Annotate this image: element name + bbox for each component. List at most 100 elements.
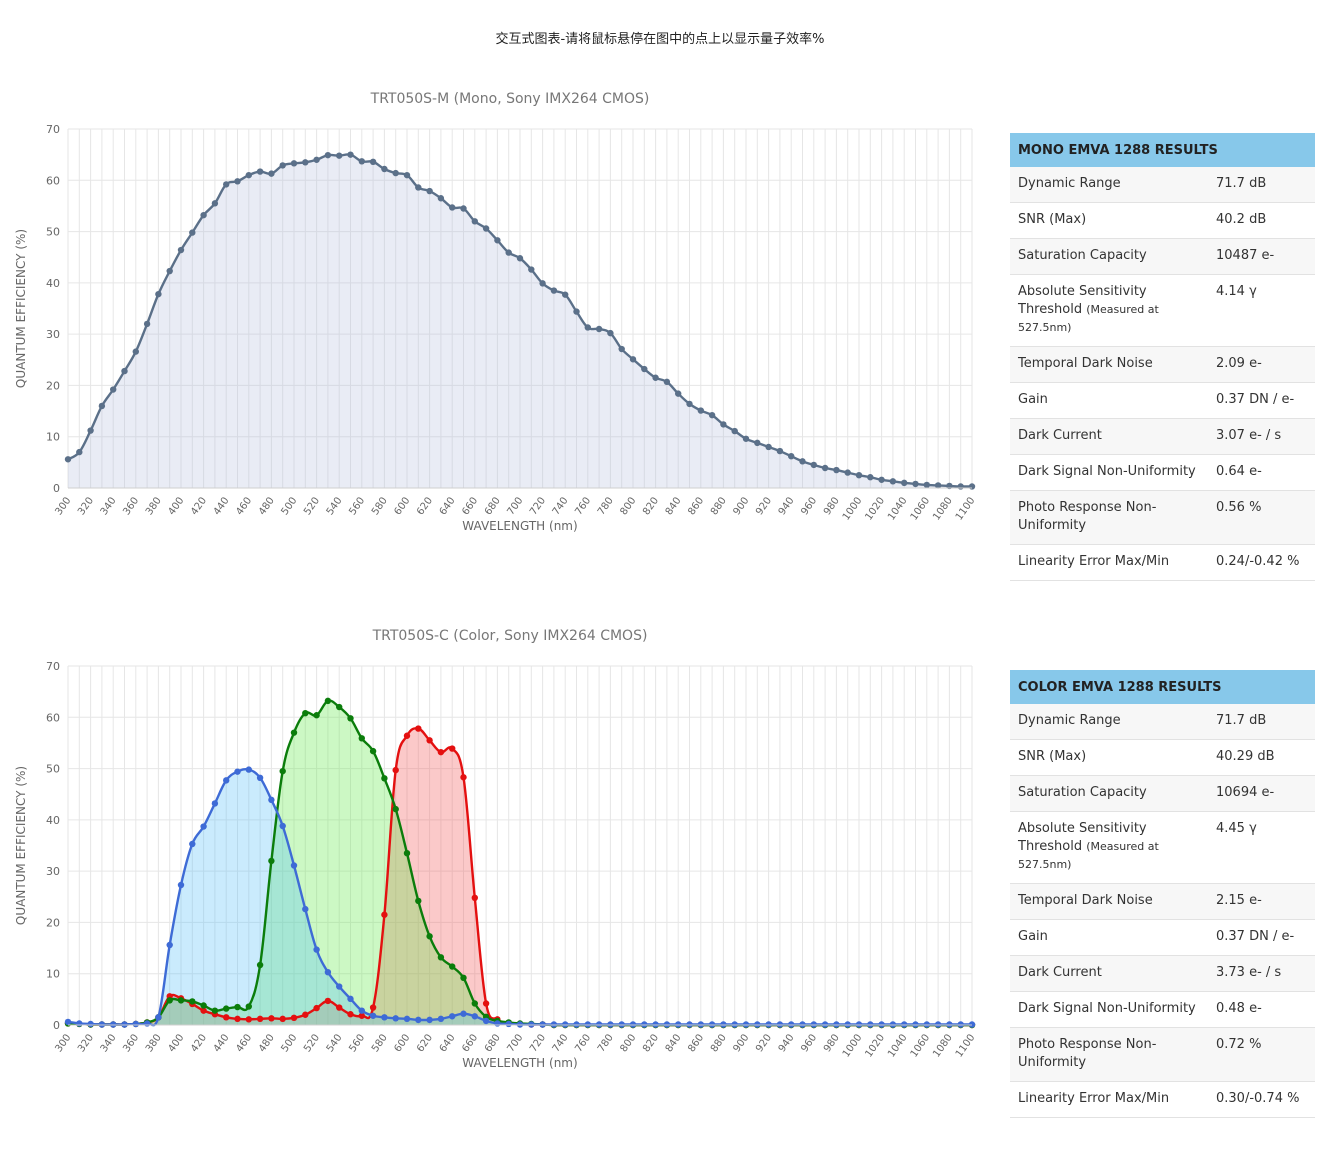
- mono-data-point[interactable]: [652, 374, 659, 381]
- mono-data-point[interactable]: [143, 320, 151, 328]
- mono-data-point[interactable]: [878, 476, 885, 483]
- mono-data-point[interactable]: [573, 308, 580, 315]
- mono-data-point[interactable]: [934, 482, 942, 489]
- color-data-point[interactable]: [189, 998, 196, 1005]
- color-data-point[interactable]: [765, 1021, 772, 1028]
- color-data-point[interactable]: [189, 840, 196, 848]
- color-data-point[interactable]: [256, 1015, 264, 1023]
- mono-data-point[interactable]: [810, 461, 817, 469]
- color-data-point[interactable]: [912, 1021, 919, 1028]
- mono-data-point[interactable]: [132, 348, 139, 355]
- mono-data-point[interactable]: [268, 170, 275, 177]
- color-data-point[interactable]: [234, 1015, 241, 1023]
- color-data-point[interactable]: [347, 1011, 354, 1018]
- mono-data-point[interactable]: [347, 151, 354, 158]
- color-data-point[interactable]: [460, 774, 467, 781]
- color-data-point[interactable]: [403, 849, 411, 857]
- color-data-point[interactable]: [516, 1021, 524, 1028]
- color-data-point[interactable]: [256, 961, 264, 969]
- mono-data-point[interactable]: [245, 171, 252, 179]
- color-data-point[interactable]: [98, 1021, 106, 1028]
- mono-data-point[interactable]: [290, 160, 298, 167]
- mono-data-point[interactable]: [155, 290, 162, 298]
- mono-qe-chart[interactable]: TRT050S-M (Mono, Sony IMX264 CMOS)010203…: [0, 75, 1000, 615]
- color-data-point[interactable]: [697, 1021, 704, 1028]
- color-data-point[interactable]: [313, 946, 320, 953]
- mono-data-point[interactable]: [607, 329, 614, 337]
- mono-data-point[interactable]: [957, 483, 964, 490]
- color-data-point[interactable]: [833, 1021, 840, 1028]
- mono-data-point[interactable]: [223, 181, 230, 188]
- color-data-point[interactable]: [64, 1018, 72, 1026]
- color-data-point[interactable]: [505, 1020, 512, 1028]
- color-data-point[interactable]: [177, 997, 185, 1004]
- mono-data-point[interactable]: [381, 165, 388, 173]
- color-data-point[interactable]: [177, 881, 185, 889]
- mono-data-point[interactable]: [358, 158, 365, 165]
- mono-data-point[interactable]: [516, 255, 524, 262]
- color-data-point[interactable]: [290, 862, 298, 869]
- mono-data-point[interactable]: [415, 184, 422, 191]
- mono-data-point[interactable]: [663, 378, 671, 386]
- color-data-point[interactable]: [821, 1021, 829, 1028]
- mono-data-point[interactable]: [708, 411, 716, 419]
- color-data-point[interactable]: [426, 933, 433, 940]
- color-data-point[interactable]: [302, 709, 309, 717]
- color-data-point[interactable]: [788, 1021, 795, 1028]
- mono-data-point[interactable]: [177, 246, 185, 254]
- color-data-point[interactable]: [799, 1021, 806, 1028]
- mono-data-point[interactable]: [460, 205, 467, 212]
- mono-data-point[interactable]: [799, 458, 806, 465]
- mono-data-point[interactable]: [324, 151, 332, 159]
- color-data-point[interactable]: [562, 1021, 569, 1028]
- mono-data-point[interactable]: [200, 211, 207, 219]
- mono-data-point[interactable]: [392, 169, 399, 177]
- color-data-point[interactable]: [166, 997, 173, 1004]
- color-data-point[interactable]: [573, 1021, 580, 1028]
- color-data-point[interactable]: [358, 1012, 365, 1019]
- mono-data-point[interactable]: [641, 365, 648, 373]
- color-data-point[interactable]: [460, 1010, 467, 1017]
- mono-data-point[interactable]: [833, 466, 840, 474]
- color-data-point[interactable]: [471, 1000, 478, 1007]
- mono-data-point[interactable]: [211, 200, 219, 207]
- color-data-point[interactable]: [223, 777, 230, 784]
- mono-data-point[interactable]: [776, 447, 784, 455]
- color-data-point[interactable]: [482, 1000, 490, 1007]
- mono-data-point[interactable]: [844, 469, 851, 476]
- mono-data-point[interactable]: [731, 427, 738, 435]
- color-data-point[interactable]: [358, 1007, 365, 1014]
- color-data-point[interactable]: [731, 1021, 738, 1028]
- color-data-point[interactable]: [302, 1011, 309, 1018]
- color-data-point[interactable]: [76, 1020, 83, 1027]
- color-data-point[interactable]: [166, 941, 173, 949]
- mono-data-point[interactable]: [234, 178, 241, 185]
- color-data-point[interactable]: [211, 800, 219, 807]
- color-data-point[interactable]: [550, 1021, 558, 1028]
- color-data-point[interactable]: [889, 1021, 897, 1028]
- color-data-point[interactable]: [223, 1005, 230, 1012]
- color-data-point[interactable]: [234, 768, 241, 775]
- color-data-point[interactable]: [878, 1021, 885, 1028]
- color-data-point[interactable]: [403, 732, 411, 739]
- mono-data-point[interactable]: [788, 453, 795, 460]
- color-data-point[interactable]: [403, 1015, 411, 1023]
- color-data-point[interactable]: [449, 745, 456, 752]
- color-data-point[interactable]: [449, 963, 456, 970]
- mono-data-point[interactable]: [595, 325, 603, 333]
- color-data-point[interactable]: [200, 823, 207, 830]
- mono-data-point[interactable]: [426, 187, 433, 195]
- mono-data-point[interactable]: [867, 474, 874, 481]
- color-data-point[interactable]: [336, 703, 343, 711]
- color-data-point[interactable]: [336, 1004, 343, 1011]
- mono-data-point[interactable]: [923, 481, 930, 489]
- color-data-point[interactable]: [426, 1016, 433, 1024]
- mono-data-point[interactable]: [720, 421, 727, 428]
- color-data-point[interactable]: [415, 725, 422, 732]
- mono-data-point[interactable]: [901, 479, 908, 487]
- color-data-point[interactable]: [754, 1021, 761, 1028]
- color-data-point[interactable]: [867, 1021, 874, 1028]
- color-data-point[interactable]: [121, 1021, 128, 1028]
- mono-data-point[interactable]: [98, 402, 106, 410]
- color-data-point[interactable]: [290, 1014, 298, 1022]
